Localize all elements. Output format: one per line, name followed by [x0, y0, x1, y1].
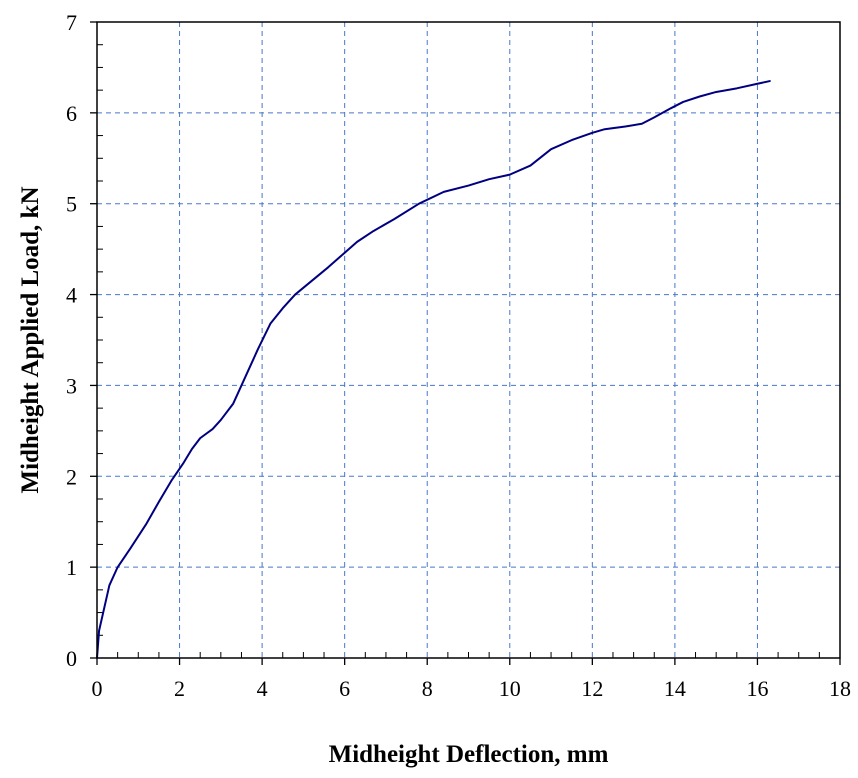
- x-tick-label: 0: [92, 676, 103, 701]
- x-tick-label: 10: [499, 676, 521, 701]
- x-tick-label: 12: [581, 676, 603, 701]
- y-tick-label: 7: [66, 10, 77, 35]
- y-tick-label: 1: [66, 555, 77, 580]
- x-tick-label: 8: [422, 676, 433, 701]
- y-tick-label: 4: [66, 283, 77, 308]
- x-tick-label: 14: [664, 676, 686, 701]
- x-tick-label: 18: [829, 676, 851, 701]
- x-tick-label: 16: [746, 676, 768, 701]
- x-tick-label: 6: [339, 676, 350, 701]
- x-tick-labels: 0 2 4 6 8 10 12 14 16 18: [92, 676, 852, 701]
- grid-lines: [97, 22, 840, 658]
- y-tick-label: 3: [66, 373, 77, 398]
- axis-ticks: [90, 21, 841, 665]
- y-tick-label: 2: [66, 464, 77, 489]
- y-tick-label: 0: [66, 646, 77, 671]
- x-tick-label: 2: [174, 676, 185, 701]
- series-layer: [96, 80, 771, 659]
- plot-area-border: [96, 21, 841, 659]
- series-line: [96, 80, 771, 659]
- y-axis-title: Midheight Applied Load, kN: [17, 186, 44, 493]
- y-tick-label: 5: [66, 192, 77, 217]
- y-tick-labels: 0 1 2 3 4 5 6 7: [66, 10, 77, 671]
- x-axis-title: Midheight Deflection, mm: [329, 741, 609, 768]
- x-tick-label: 4: [257, 676, 268, 701]
- y-tick-label: 6: [66, 101, 77, 126]
